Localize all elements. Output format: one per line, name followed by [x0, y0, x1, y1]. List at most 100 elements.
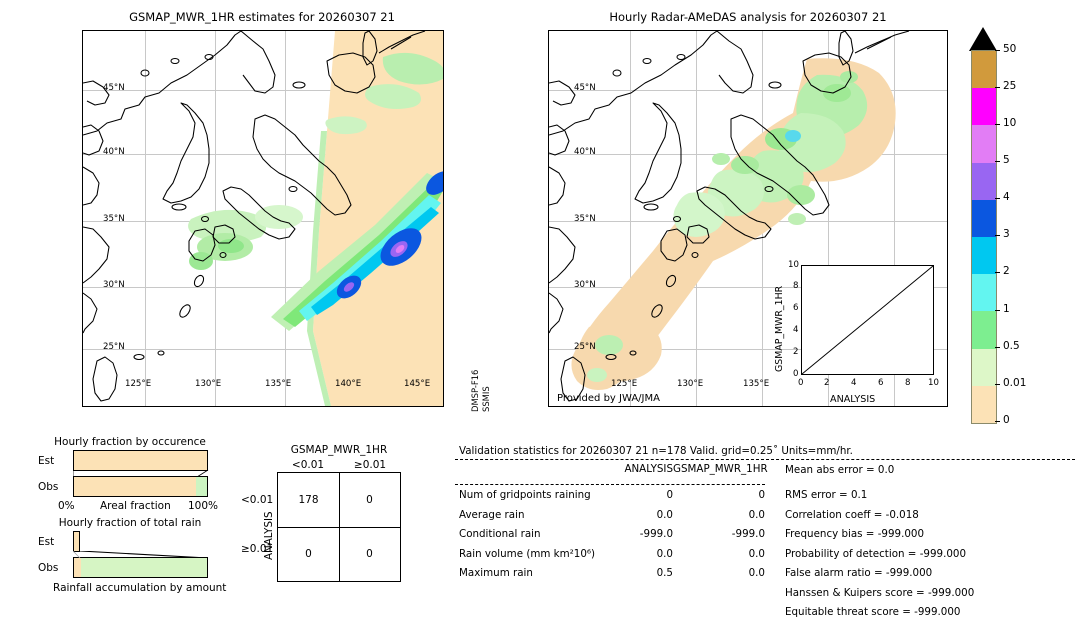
cb-dash-3 [995, 235, 1000, 236]
cb-dash-05 [995, 347, 1000, 348]
scatter-xtick-8: 8 [905, 378, 911, 388]
total-rain-row-label-est: Est [38, 536, 55, 548]
total-rain-obs-seg-0 [74, 558, 81, 577]
stats-row-label-4: Maximum rain [459, 567, 533, 579]
right-lat-tick-30: 30°N [574, 280, 596, 290]
score-4: Probability of detection = -999.000 [785, 547, 966, 560]
score-5: False alarm ratio = -999.000 [785, 567, 933, 579]
stats-row-2-gsmap: -999.0 [731, 528, 765, 540]
occurrence-obs-seg-1 [195, 477, 207, 496]
colorbar-segment-4 [972, 199, 996, 237]
coastline-overlay-left [83, 31, 426, 402]
cb-tick-0: 0 [1003, 414, 1010, 426]
gridline-lat-40 [83, 154, 443, 155]
r-gridline-lat-30 [549, 287, 947, 288]
stats-row-label-2: Conditional rain [459, 528, 541, 540]
stats-col-rule [455, 484, 765, 485]
cb-dash-001 [995, 384, 1000, 385]
colorbar-segment-6 [972, 274, 996, 312]
scatter-xlabel: ANALYSIS [830, 394, 876, 405]
stats-row-label-0: Num of gridpoints raining [459, 489, 591, 501]
cb-tick-5: 5 [1003, 154, 1010, 166]
cb-dash-1 [995, 310, 1000, 311]
scatter-xtick-10: 10 [928, 378, 939, 388]
validation-statistics-panel: Validation statistics for 20260307 21 n=… [455, 445, 1075, 626]
stats-header: Validation statistics for 20260307 21 n=… [459, 445, 853, 457]
left-lat-tick-30: 30°N [103, 280, 125, 290]
right-lon-tick-130: 130°E [677, 379, 704, 389]
r-gridline-lon-145 [894, 31, 895, 406]
stats-row-3-gsmap: 0.0 [748, 547, 765, 560]
map-credit: Provided by JWA/JMA [557, 393, 660, 404]
cb-dash-25 [995, 87, 1000, 88]
cb-dash-50 [995, 50, 1000, 51]
total-rain-chart-title: Hourly fraction of total rain [58, 517, 202, 529]
scatter-xtick-0: 0 [798, 378, 804, 388]
stats-row-label-1: Average rain [459, 508, 525, 521]
total-rain-axis-label: Rainfall accumulation by amount [53, 582, 227, 594]
total-rain-bar-obs[interactable] [73, 557, 208, 578]
scatter-ytick-10: 10 [788, 260, 799, 270]
cb-tick-3: 3 [1003, 228, 1010, 240]
stats-row-label-3: Rain volume (mm km²10⁶) [459, 547, 596, 560]
stats-row-0-gsmap: 0 [758, 489, 765, 501]
cb-tick-001: 0.01 [1003, 377, 1027, 389]
contingency-row-header-1: ≥0.01 [241, 543, 274, 555]
score-6: Hanssen & Kuipers score = -999.000 [785, 586, 975, 599]
right-lat-tick-25: 25°N [574, 342, 596, 352]
cb-tick-25: 25 [1003, 80, 1017, 92]
score-7: Equitable threat score = -999.000 [785, 606, 961, 618]
occurrence-bar-obs[interactable] [73, 476, 208, 497]
r-gridline-lat-45 [549, 90, 947, 91]
cb-dash-4 [995, 198, 1000, 199]
occurrence-obs-seg-0 [74, 477, 196, 496]
precip-field-radar [571, 58, 896, 390]
cb-tick-05: 0.5 [1003, 340, 1020, 352]
stats-row-1-analysis: 0.0 [656, 508, 673, 521]
precipitation-colorbar[interactable] [971, 50, 997, 424]
cb-dash-0 [995, 421, 1000, 422]
total-rain-bar-est[interactable] [73, 531, 80, 552]
total-rain-obs-seg-1 [80, 558, 207, 577]
stats-col-header-analysis: ANALYSIS [624, 463, 673, 475]
occurrence-axis-max: 100% [188, 500, 219, 512]
left-lon-tick-125: 125°E [125, 379, 152, 389]
cb-dash-5 [995, 161, 1000, 162]
occurrence-row-label-est: Est [38, 455, 55, 467]
colorbar-segment-1 [972, 88, 996, 126]
score-1: RMS error = 0.1 [785, 489, 868, 501]
scatter-xtick-4: 4 [851, 378, 857, 388]
left-lon-tick-145: 145°E [404, 379, 431, 389]
right-lat-tick-45: 45°N [574, 83, 596, 93]
left-lat-tick-35: 35°N [103, 214, 125, 224]
scatter-ylabel: GSMAP_MWR_1HR [774, 285, 785, 372]
occurrence-est-seg-0 [74, 451, 207, 470]
precip-field-gsmap [188, 31, 443, 406]
colorbar-over-arrow [969, 27, 997, 51]
stats-row-4-gsmap: 0.0 [748, 567, 765, 579]
left-lat-tick-45: 45°N [103, 83, 125, 93]
gsmap-estimates-map[interactable]: 45°N 40°N 35°N 30°N 25°N 125°E 130°E 135… [82, 30, 444, 407]
right-lat-tick-35: 35°N [574, 214, 596, 224]
scatter-ytick-4: 4 [793, 325, 799, 335]
gridline-lat-30 [83, 287, 443, 288]
occurrence-bar-est[interactable] [73, 450, 208, 471]
r-gridline-lat-25 [549, 349, 947, 350]
colorbar-segment-7 [972, 311, 996, 349]
cb-tick-4: 4 [1003, 191, 1010, 203]
stats-row-2-analysis: -999.0 [639, 528, 673, 540]
stats-row-3-analysis: 0.0 [656, 547, 673, 560]
occurrence-axis-min: 0% [58, 500, 75, 512]
scatter-xtick-2: 2 [824, 378, 830, 388]
score-0: Mean abs error = 0.0 [785, 464, 895, 476]
scatter-ytick-0: 0 [793, 369, 799, 379]
right-lon-tick-135: 135°E [743, 379, 770, 389]
colorbar-segment-0 [972, 51, 996, 89]
occurrence-axis-label: Areal fraction [100, 500, 171, 512]
cb-tick-10: 10 [1003, 117, 1017, 129]
total-rain-row-label-obs: Obs [38, 562, 59, 574]
right-panel-title: Hourly Radar-AMeDAS analysis for 2026030… [609, 10, 887, 24]
cb-tick-50: 50 [1003, 43, 1017, 55]
scatter-inset-plot[interactable] [801, 265, 934, 375]
contingency-cell-1-1: 0 [366, 548, 373, 560]
